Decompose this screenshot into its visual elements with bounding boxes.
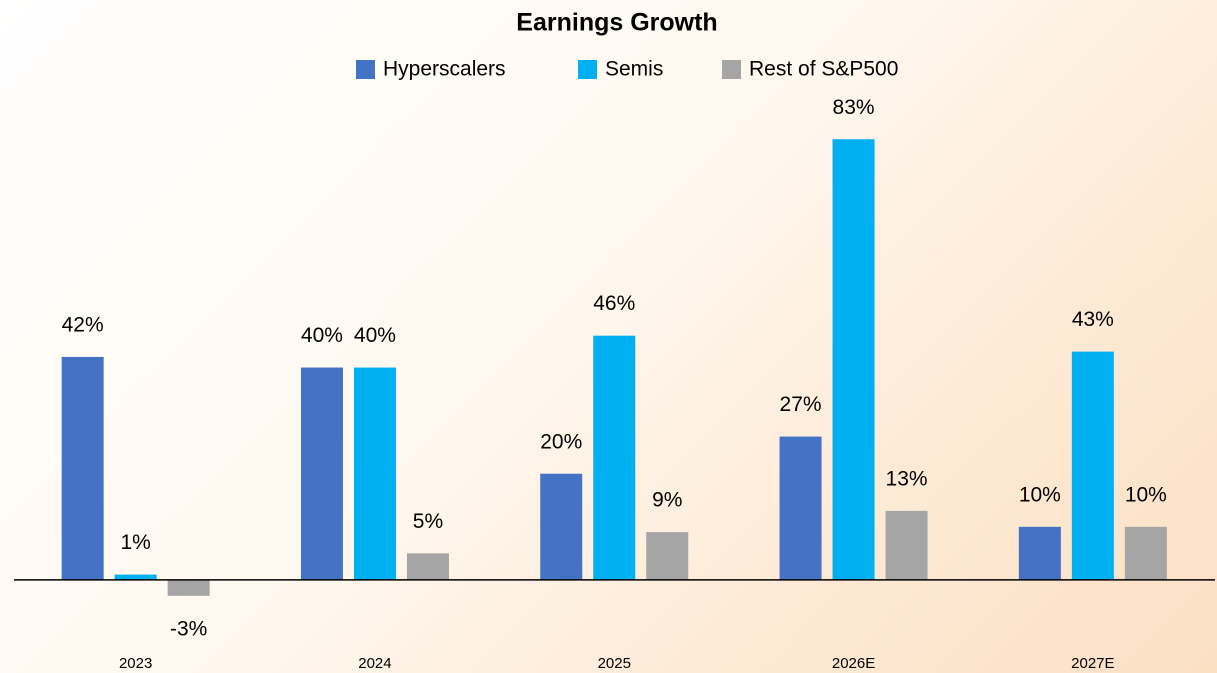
legend-label: Hyperscalers — [383, 58, 506, 81]
chart-title: Earnings Growth — [516, 9, 717, 37]
legend-swatch — [578, 60, 597, 79]
value-label: -3% — [170, 617, 207, 640]
legend-label: Semis — [605, 58, 663, 81]
value-label: 13% — [886, 467, 928, 490]
value-label: 5% — [413, 510, 443, 533]
bar — [540, 473, 583, 580]
bar — [1018, 526, 1061, 580]
value-label: 83% — [833, 96, 875, 119]
x-tick-label: 2024 — [358, 655, 391, 672]
bar — [1124, 526, 1167, 580]
bar — [1071, 351, 1114, 580]
value-label: 1% — [120, 531, 150, 554]
value-label: 9% — [652, 489, 682, 512]
bar — [300, 367, 343, 580]
value-label: 40% — [354, 324, 396, 347]
bar — [61, 356, 104, 580]
value-label: 42% — [62, 313, 104, 336]
bar — [779, 436, 822, 580]
bar — [646, 532, 689, 580]
x-tick-label: 2027E — [1071, 655, 1114, 672]
bar — [832, 139, 875, 580]
bar — [167, 579, 210, 596]
value-label: 27% — [780, 393, 822, 416]
bar — [406, 553, 449, 580]
legend-label: Rest of S&P500 — [749, 58, 898, 81]
x-tick-label: 2025 — [598, 655, 631, 672]
bar — [114, 574, 157, 580]
value-label: 10% — [1125, 483, 1167, 506]
value-label: 46% — [593, 292, 635, 315]
bar — [353, 367, 396, 580]
legend-swatch — [356, 60, 375, 79]
value-label: 10% — [1019, 483, 1061, 506]
value-label: 20% — [540, 430, 582, 453]
x-tick-label: 2026E — [832, 655, 875, 672]
value-label: 43% — [1072, 308, 1114, 331]
x-tick-label: 2023 — [119, 655, 152, 672]
bar — [593, 335, 636, 580]
legend-swatch — [722, 60, 741, 79]
value-label: 40% — [301, 324, 343, 347]
bar — [885, 510, 928, 580]
